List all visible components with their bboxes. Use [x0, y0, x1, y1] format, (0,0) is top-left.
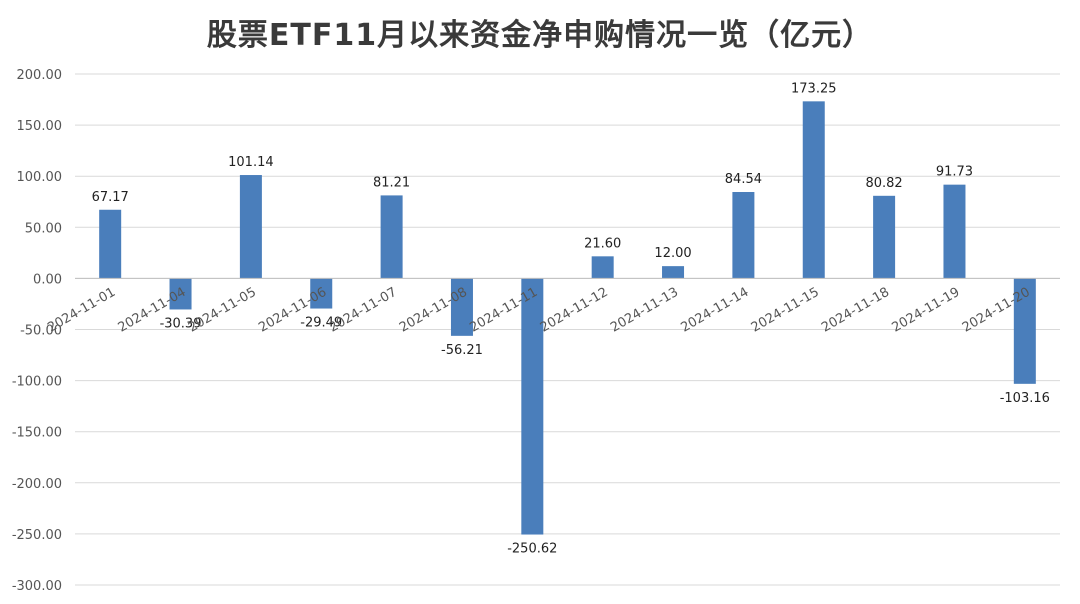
y-tick-label: 200.00: [17, 68, 63, 83]
bar: [1013, 278, 1036, 384]
data-label: -103.16: [1000, 391, 1050, 406]
x-tick-label: 2024-11-05: [186, 285, 259, 336]
bar: [450, 278, 473, 336]
y-tick-label: -200.00: [12, 477, 62, 492]
bar: [732, 192, 755, 279]
data-label: 80.82: [865, 176, 902, 191]
y-tick-label: -150.00: [12, 426, 62, 441]
data-label: -29.49: [300, 316, 342, 331]
bar: [943, 184, 966, 279]
y-tick-label: 50.00: [25, 221, 62, 236]
bar: [380, 195, 403, 279]
data-label: 91.73: [936, 165, 973, 180]
y-tick-label: 150.00: [17, 119, 63, 134]
y-tick-label: -250.00: [12, 528, 62, 543]
x-tick-label: 2024-11-19: [890, 285, 963, 336]
data-label: 67.17: [92, 190, 129, 205]
x-tick-label: 2024-11-18: [819, 285, 892, 336]
x-tick-label: 2024-11-13: [608, 285, 681, 336]
bar: [802, 101, 825, 279]
data-label: -250.62: [507, 542, 557, 557]
bar: [873, 195, 896, 279]
x-tick-label: 2024-11-14: [678, 285, 751, 336]
y-tick-label: 100.00: [17, 170, 63, 185]
bar: [591, 256, 614, 279]
data-label: 21.60: [584, 236, 621, 251]
data-label: -30.39: [160, 316, 202, 331]
bar: [310, 278, 333, 309]
bar: [662, 266, 685, 279]
bar: [521, 278, 544, 535]
y-tick-label: -300.00: [12, 579, 62, 594]
data-label: 173.25: [791, 81, 837, 96]
chart-title: 股票ETF11月以来资金净申购情况一览（亿元）: [206, 18, 874, 53]
data-label: -56.21: [441, 343, 483, 358]
y-tick-label: -100.00: [12, 375, 62, 390]
y-tick-label: -50.00: [20, 324, 62, 339]
bar: [99, 209, 122, 279]
x-tick-label: 2024-11-01: [45, 285, 118, 336]
x-tick-label: 2024-11-15: [749, 285, 822, 336]
x-tick-label: 2024-11-12: [538, 285, 611, 336]
data-label: 84.54: [725, 172, 762, 187]
x-tick-label: 2024-11-07: [327, 285, 400, 336]
bar: [239, 175, 262, 279]
y-tick-label: 0.00: [33, 272, 62, 287]
data-label: 12.00: [654, 246, 691, 261]
data-label: 81.21: [373, 175, 410, 190]
bar: [169, 278, 192, 310]
data-label: 101.14: [228, 155, 274, 170]
